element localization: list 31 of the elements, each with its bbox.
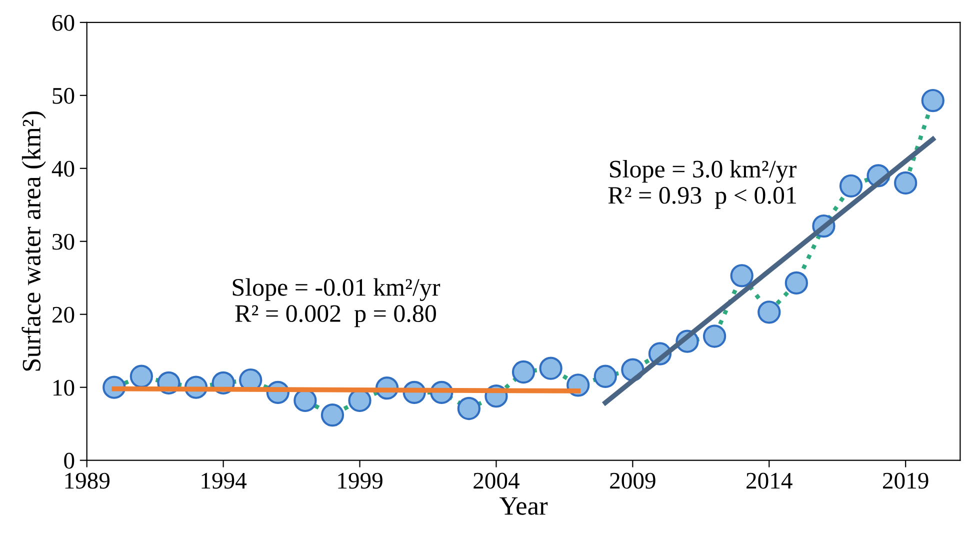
x-axis-title: Year [499, 497, 548, 515]
point [702, 324, 726, 348]
x-tick-label: 2009 [610, 472, 656, 489]
annotation: Slope = 3.0 km²/yr R² = 0.93 p < 0.01 [608, 160, 796, 209]
x-tick-label: 2014 [746, 472, 792, 489]
y-tick-label: 30 [52, 234, 74, 250]
point [839, 174, 863, 198]
point [894, 171, 918, 195]
x-tick-label: 2004 [474, 472, 520, 489]
y-tick-label: 60 [52, 14, 74, 31]
x-tick-label: 2019 [883, 472, 928, 489]
x-tick-label: 1994 [202, 472, 247, 489]
y-tick-label: 10 [54, 380, 74, 396]
y-tick-label: 50 [52, 88, 74, 104]
y-tick-label: 0 [64, 452, 74, 469]
y-tick-label: 40 [52, 160, 74, 177]
point [730, 264, 754, 288]
x-tick-label: 1989 [65, 472, 110, 489]
point [921, 88, 944, 112]
point [758, 300, 781, 324]
point [512, 360, 536, 384]
annotation: Slope = -0.01 km²/yr R² = 0.002 p = 0.80 [232, 278, 440, 328]
y-tick-label: 20 [52, 306, 74, 323]
point [457, 396, 481, 420]
x-tick-label: 1999 [338, 472, 382, 489]
point [320, 403, 344, 427]
point [130, 364, 154, 388]
point [784, 271, 808, 295]
y-axis-title: Surface water area (km²) [22, 111, 46, 371]
point [594, 364, 617, 388]
point [539, 356, 562, 380]
